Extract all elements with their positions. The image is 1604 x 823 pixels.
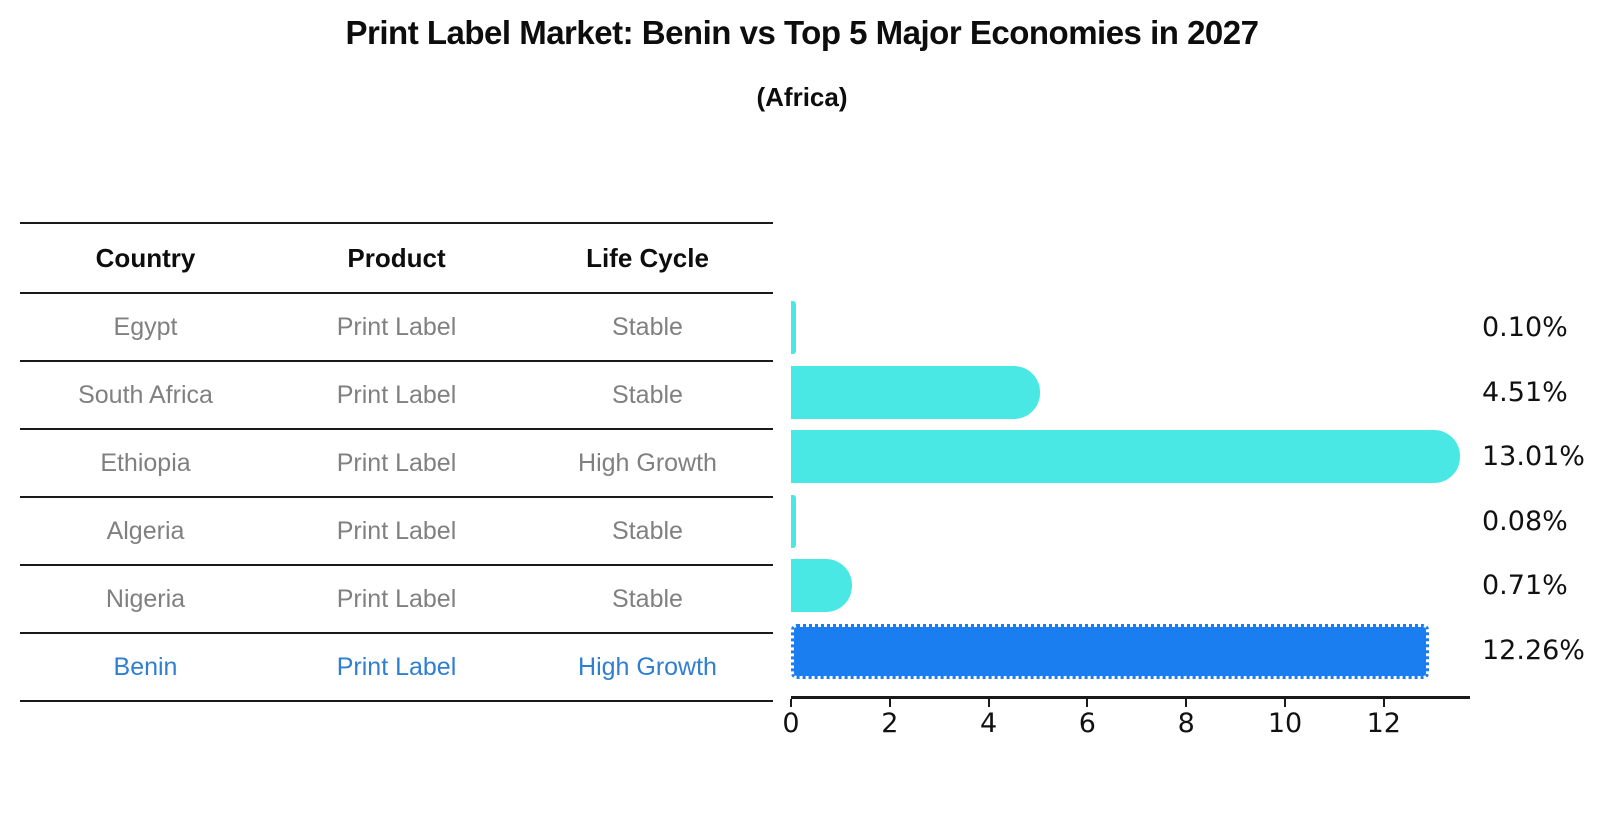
life-cycle-cell: High Growth — [578, 448, 717, 477]
life-cycle-cell: Stable — [612, 312, 683, 341]
table-row-ethiopia: Ethiopia Print Label High Growth — [20, 430, 773, 498]
column-header-life-cycle: Life Cycle — [586, 242, 709, 273]
country-cell: Benin — [113, 652, 178, 681]
bar-ethiopia — [791, 430, 1460, 483]
column-header-country: Country — [95, 242, 196, 273]
bar-benin — [791, 623, 1429, 679]
country-cell: Egypt — [113, 312, 178, 341]
product-cell: Print Label — [336, 652, 457, 681]
country-cell: South Africa — [78, 380, 213, 409]
chart-subtitle: (Africa) — [756, 82, 848, 112]
table-header-row: Country Product Life Cycle — [20, 222, 773, 294]
x-axis-tick — [790, 699, 792, 707]
column-header-product: Product — [347, 242, 446, 273]
x-axis-tick — [1185, 699, 1188, 707]
product-cell: Print Label — [336, 516, 457, 545]
table-row-south-africa: South Africa Print Label Stable — [20, 362, 773, 430]
country-cell: Ethiopia — [100, 448, 191, 477]
x-axis-line — [791, 696, 1470, 699]
country-cell: Algeria — [106, 516, 185, 545]
x-axis-tick — [987, 699, 990, 707]
bar-algeria — [791, 494, 796, 548]
product-cell: Print Label — [336, 312, 457, 341]
x-axis-tick — [1086, 699, 1089, 707]
product-cell: Print Label — [336, 448, 457, 477]
country-cell: Nigeria — [105, 584, 186, 613]
bar-nigeria — [791, 559, 853, 612]
product-cell: Print Label — [336, 584, 457, 613]
x-axis-tick-label: 0 — [782, 708, 800, 739]
x-axis-tick-label: 2 — [881, 708, 899, 739]
bar-value-label: 12.26% — [1482, 634, 1585, 666]
x-axis-tick-label: 10 — [1267, 708, 1303, 739]
country-table: Country Product Life Cycle Egypt Print L… — [20, 222, 773, 702]
x-axis-tick-label: 6 — [1078, 708, 1096, 739]
table-row-nigeria: Nigeria Print Label Stable — [20, 566, 773, 634]
x-axis-tick-label: 8 — [1177, 708, 1195, 739]
life-cycle-cell: Stable — [612, 516, 683, 545]
x-axis-tick-label: 4 — [980, 708, 998, 739]
life-cycle-cell: Stable — [612, 584, 683, 613]
bar-egypt — [791, 301, 796, 354]
bar-value-label: 13.01% — [1482, 441, 1585, 472]
x-axis-tick — [888, 699, 891, 707]
table-row-benin: Benin Print Label High Growth — [20, 634, 773, 702]
x-axis-tick — [1382, 699, 1385, 707]
table-row-algeria: Algeria Print Label Stable — [20, 498, 773, 566]
product-cell: Print Label — [336, 380, 457, 409]
x-axis-tick-label: 12 — [1366, 708, 1401, 739]
bar-value-label: 4.51% — [1482, 376, 1568, 408]
bar-south-africa — [791, 365, 1040, 419]
life-cycle-cell: Stable — [612, 380, 683, 409]
chart-title: Print Label Market: Benin vs Top 5 Major… — [345, 14, 1259, 51]
x-axis-tick — [1284, 699, 1286, 707]
bar-value-label: 0.71% — [1482, 570, 1568, 601]
table-row-egypt: Egypt Print Label Stable — [20, 294, 773, 362]
bar-value-label: 0.10% — [1482, 312, 1568, 343]
life-cycle-cell: High Growth — [578, 652, 717, 681]
bar-value-label: 0.08% — [1482, 505, 1568, 537]
